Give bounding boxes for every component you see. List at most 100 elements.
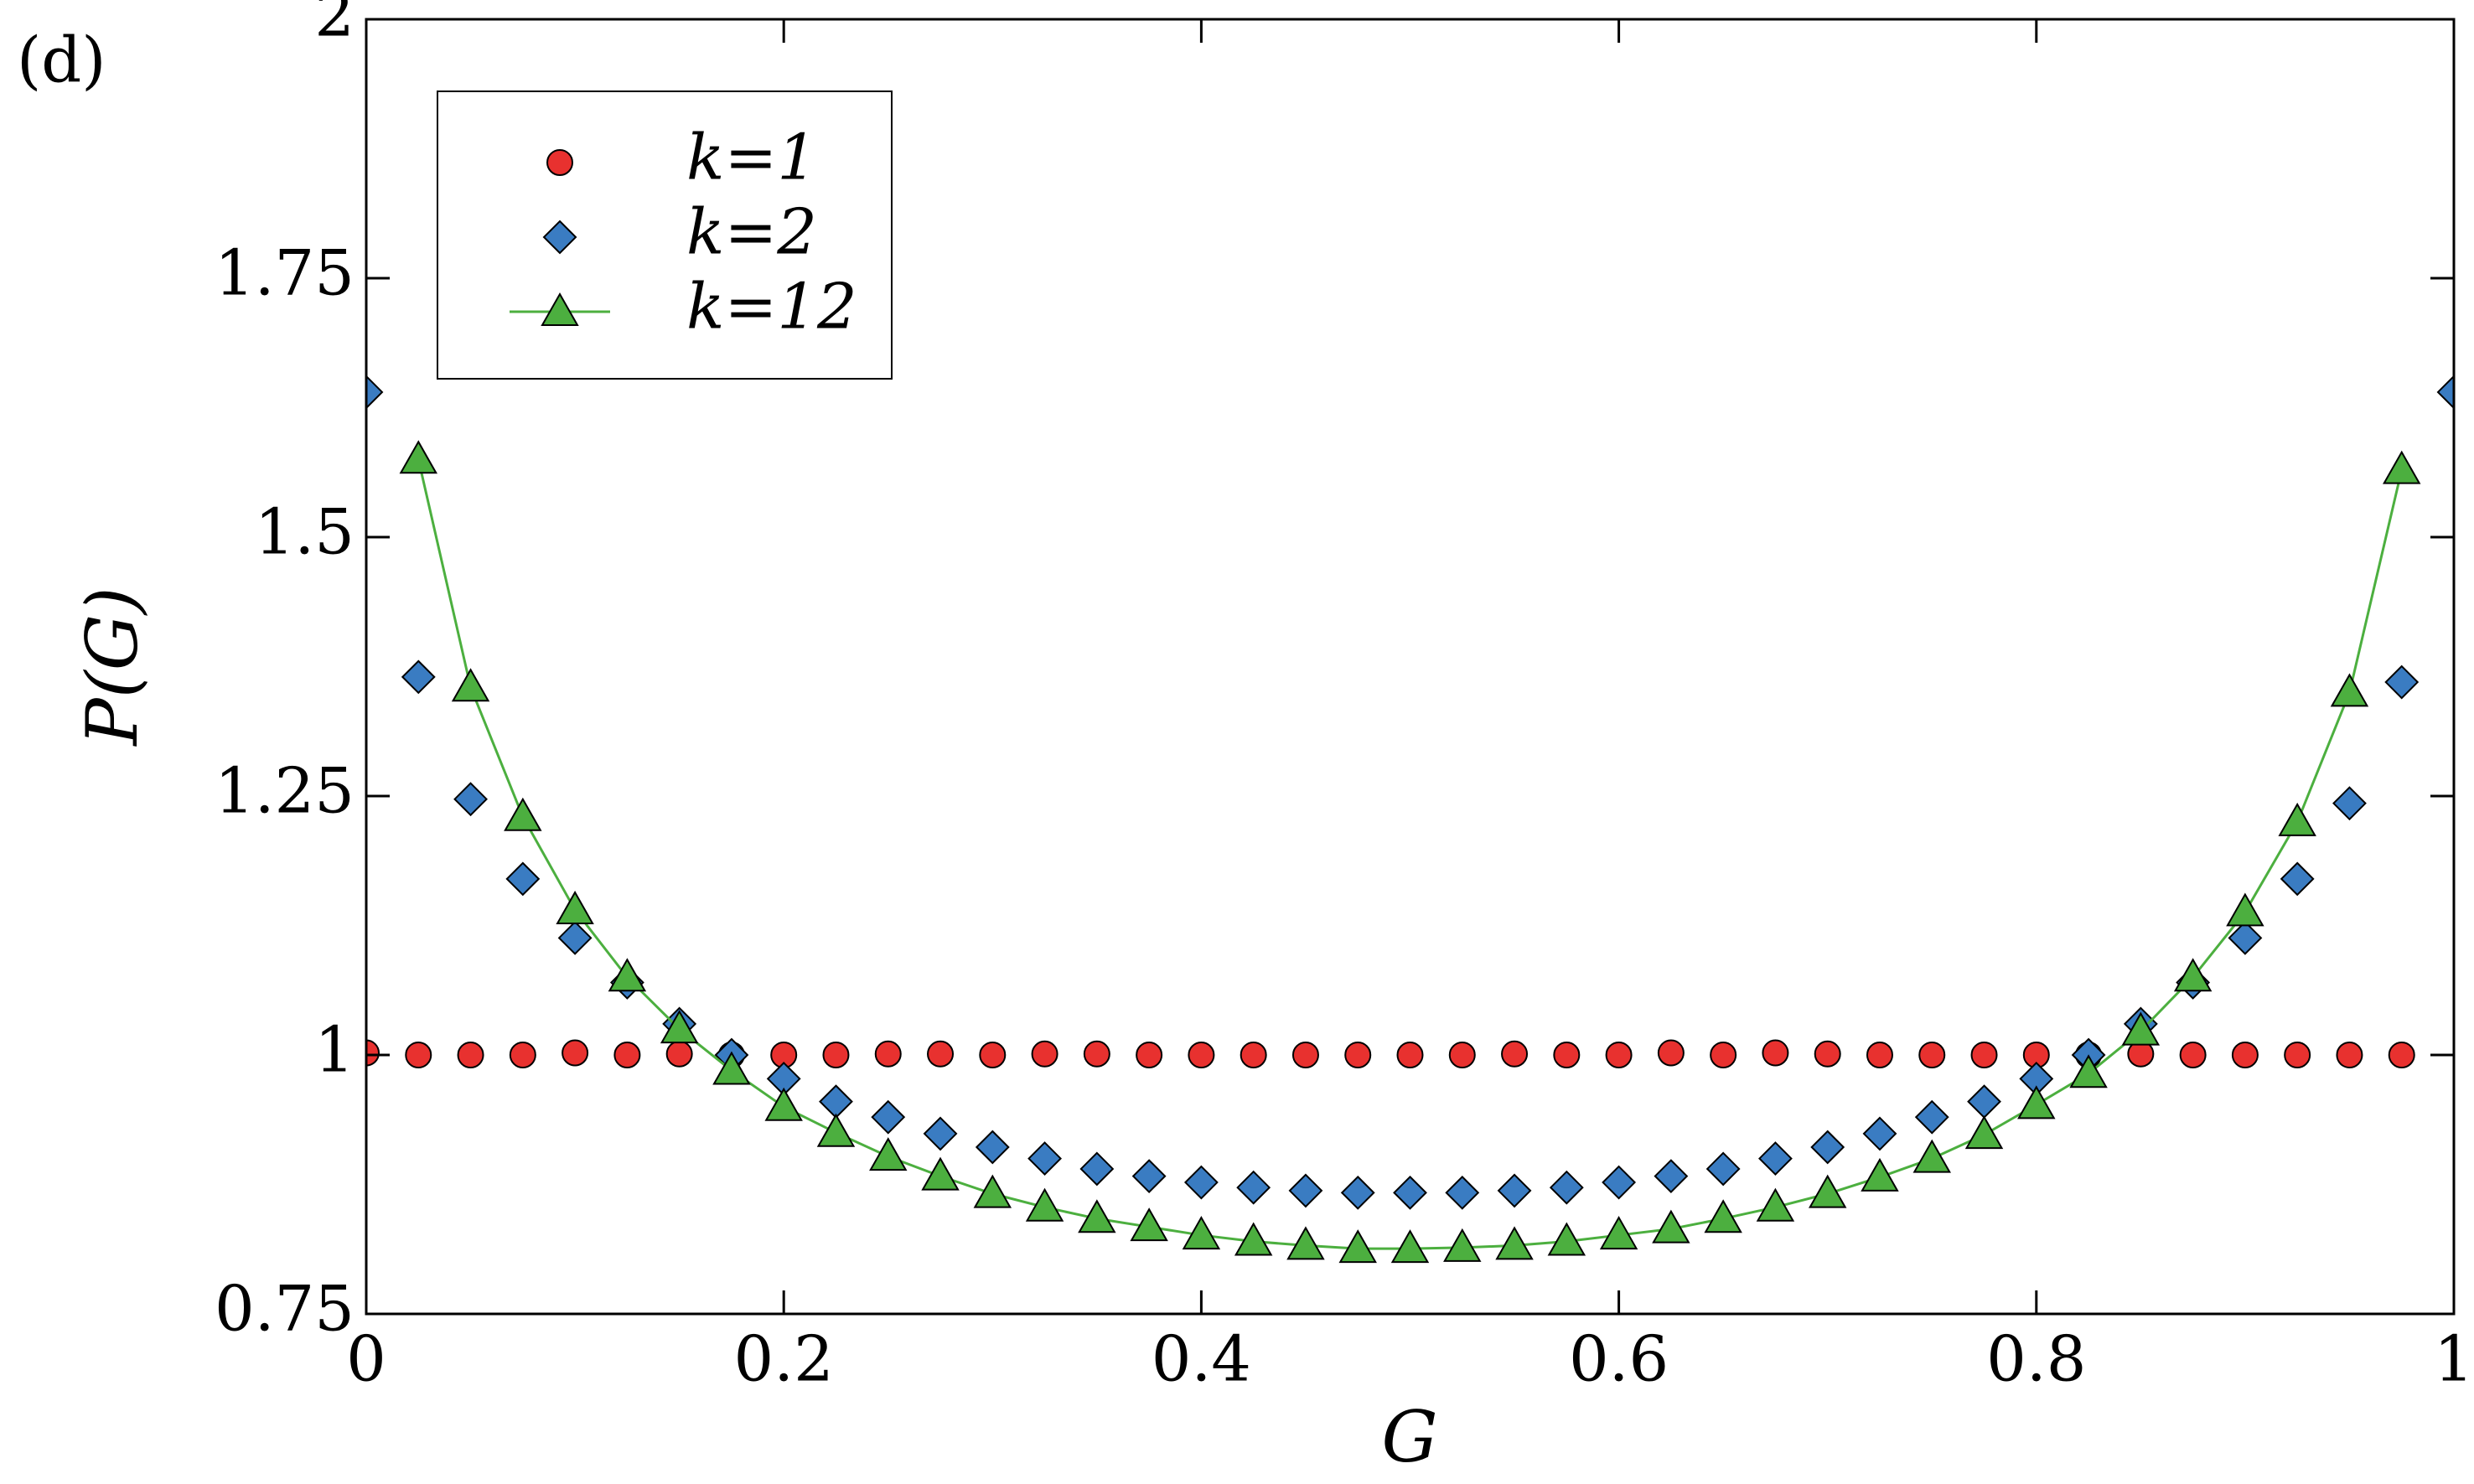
point: [366, 1039, 380, 1067]
point: [921, 1156, 960, 1191]
point: [2179, 1042, 2207, 1068]
point: [1970, 1042, 1998, 1068]
point: [1393, 1175, 1427, 1210]
point: [979, 1042, 1007, 1068]
x-tick-label: 0: [346, 1321, 386, 1395]
point: [1758, 1141, 1793, 1176]
point: [2069, 1054, 2108, 1088]
point: [874, 1040, 902, 1068]
point: [1497, 1173, 1532, 1208]
point: [557, 920, 593, 955]
point: [1495, 1226, 1534, 1260]
point: [1814, 1040, 1841, 1068]
point: [1340, 1175, 1375, 1210]
point: [399, 440, 437, 474]
plot-frame: [365, 18, 2456, 1316]
point: [2383, 450, 2421, 484]
point: [562, 1039, 589, 1067]
point: [1396, 1042, 1424, 1068]
point: [2284, 1042, 2311, 1068]
x-tick-label: 0.2: [734, 1321, 834, 1395]
x-tick-label: 0.6: [1569, 1321, 1669, 1395]
point: [366, 375, 384, 410]
legend-marker: [542, 220, 577, 255]
point: [1861, 1157, 1899, 1192]
point: [1183, 1165, 1219, 1200]
y-tick-label: 1.25: [215, 753, 355, 827]
point: [1553, 1042, 1581, 1068]
point: [1291, 1042, 1319, 1068]
point: [869, 1137, 908, 1171]
point: [556, 890, 594, 924]
series-line: [417, 458, 2404, 1250]
point: [451, 668, 490, 702]
point: [1286, 1226, 1325, 1260]
legend-marker: [541, 292, 579, 326]
y-tick-label: 1.5: [255, 494, 355, 568]
point: [2330, 673, 2369, 707]
point: [1652, 1209, 1690, 1244]
point: [1344, 1042, 1372, 1068]
y-axis-label: P(G): [71, 587, 153, 747]
point: [405, 1042, 432, 1068]
point: [2436, 375, 2454, 410]
point: [1390, 1229, 1430, 1264]
point: [1288, 1173, 1323, 1208]
y-tick-label: 2: [314, 0, 355, 50]
point: [2231, 1042, 2259, 1068]
point: [822, 1042, 850, 1068]
point: [608, 958, 647, 992]
point: [1083, 1040, 1110, 1068]
point: [1602, 1165, 1637, 1200]
x-axis-label: G: [1381, 1396, 1437, 1478]
point: [712, 1051, 751, 1085]
point: [1914, 1099, 1949, 1135]
panel-label: (d): [17, 23, 106, 96]
point: [1131, 1159, 1167, 1194]
point: [1501, 1040, 1529, 1068]
point: [2226, 892, 2264, 927]
point: [1599, 1216, 1638, 1250]
legend-marker: [546, 149, 573, 176]
point: [1605, 1042, 1633, 1068]
point: [973, 1174, 1012, 1208]
point: [1705, 1151, 1741, 1187]
point: [923, 1116, 958, 1151]
point: [1236, 1170, 1271, 1205]
point: [1810, 1130, 1845, 1165]
legend-box: [437, 90, 893, 380]
point: [871, 1099, 906, 1135]
point: [1762, 1039, 1789, 1067]
y-tick-label: 1: [314, 1012, 355, 1086]
point: [1704, 1199, 1742, 1233]
x-tick-label: 1: [2434, 1321, 2474, 1395]
point: [1234, 1222, 1273, 1256]
point: [401, 659, 436, 695]
point: [1130, 1207, 1168, 1242]
point: [2384, 664, 2420, 700]
point: [2173, 958, 2213, 992]
point: [1240, 1042, 1267, 1068]
y-tick-label: 0.75: [215, 1271, 355, 1345]
point: [1025, 1187, 1064, 1222]
x-tick-label: 0.8: [1986, 1321, 2086, 1395]
point: [2336, 1042, 2363, 1068]
point: [1547, 1222, 1586, 1256]
point: [613, 1042, 641, 1068]
point: [665, 1040, 693, 1068]
point: [1549, 1170, 1584, 1205]
point: [1912, 1139, 1951, 1173]
point: [1079, 1151, 1115, 1187]
point: [1964, 1115, 2004, 1150]
point: [816, 1113, 856, 1147]
point: [764, 1087, 803, 1121]
point: [1445, 1175, 1480, 1210]
point: [1188, 1042, 1215, 1068]
point: [975, 1130, 1010, 1165]
point: [2228, 920, 2263, 955]
point: [1443, 1228, 1482, 1262]
point: [1918, 1042, 1946, 1068]
legend-label: k=2: [686, 194, 817, 268]
point: [505, 861, 541, 897]
